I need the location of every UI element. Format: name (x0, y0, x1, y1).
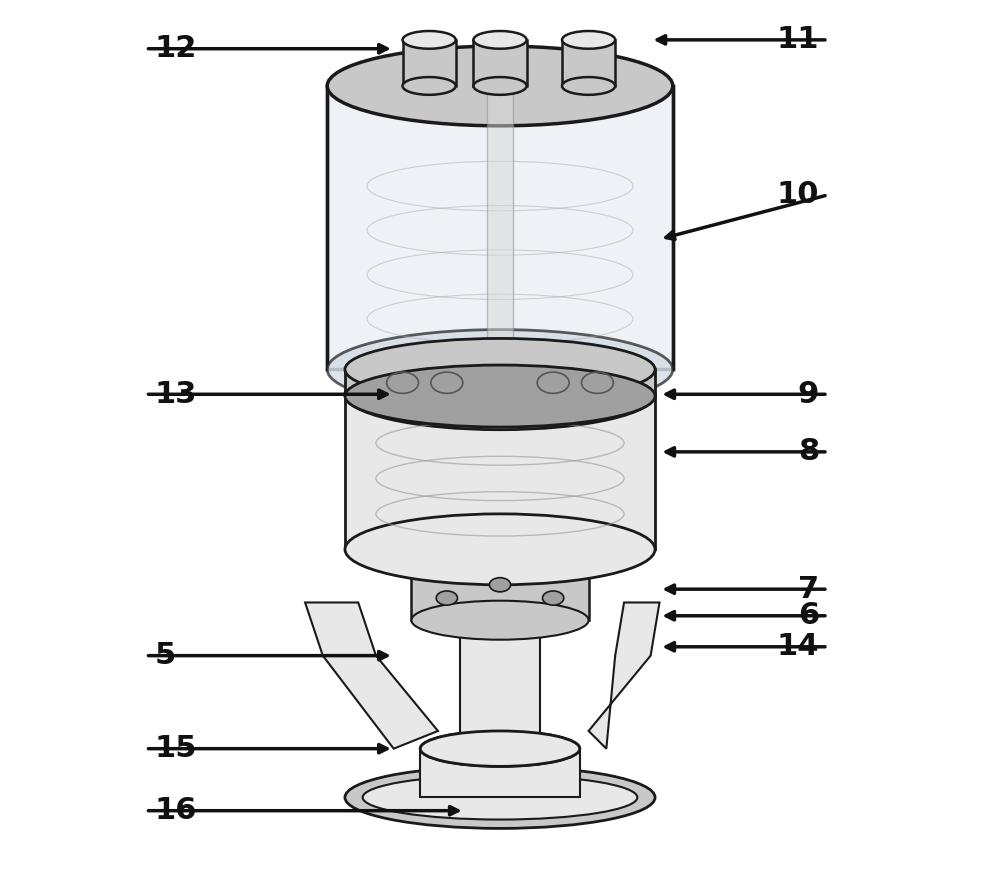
FancyBboxPatch shape (460, 554, 540, 749)
FancyBboxPatch shape (345, 394, 655, 549)
Ellipse shape (327, 330, 673, 409)
Text: 12: 12 (154, 35, 197, 63)
Ellipse shape (403, 77, 456, 95)
Text: 6: 6 (798, 602, 819, 630)
Polygon shape (589, 602, 659, 749)
Ellipse shape (363, 775, 637, 820)
Ellipse shape (543, 591, 564, 605)
Ellipse shape (411, 601, 589, 640)
Ellipse shape (420, 731, 580, 766)
Ellipse shape (345, 338, 655, 400)
Ellipse shape (562, 31, 615, 49)
Text: 11: 11 (776, 26, 819, 54)
FancyBboxPatch shape (487, 86, 513, 369)
FancyBboxPatch shape (327, 86, 673, 369)
FancyBboxPatch shape (473, 40, 527, 86)
Ellipse shape (473, 77, 527, 95)
Text: 10: 10 (776, 181, 819, 209)
Ellipse shape (411, 543, 589, 582)
Ellipse shape (562, 77, 615, 95)
Text: 16: 16 (154, 797, 197, 825)
FancyBboxPatch shape (562, 40, 615, 86)
Ellipse shape (345, 766, 655, 828)
Text: 7: 7 (798, 575, 819, 603)
Ellipse shape (345, 365, 655, 427)
FancyBboxPatch shape (411, 563, 589, 620)
FancyBboxPatch shape (345, 369, 655, 396)
Text: 13: 13 (154, 380, 197, 408)
Text: 8: 8 (798, 438, 819, 466)
Ellipse shape (489, 578, 511, 592)
Ellipse shape (403, 31, 456, 49)
Ellipse shape (345, 359, 655, 430)
Text: 15: 15 (154, 734, 197, 763)
FancyBboxPatch shape (403, 40, 456, 86)
Ellipse shape (420, 731, 580, 766)
Text: 14: 14 (776, 633, 819, 661)
Ellipse shape (327, 46, 673, 126)
Ellipse shape (473, 31, 527, 49)
FancyBboxPatch shape (420, 749, 580, 797)
Ellipse shape (345, 514, 655, 585)
Text: 5: 5 (154, 641, 176, 670)
Text: 9: 9 (798, 380, 819, 408)
Polygon shape (305, 602, 438, 749)
Ellipse shape (436, 591, 457, 605)
